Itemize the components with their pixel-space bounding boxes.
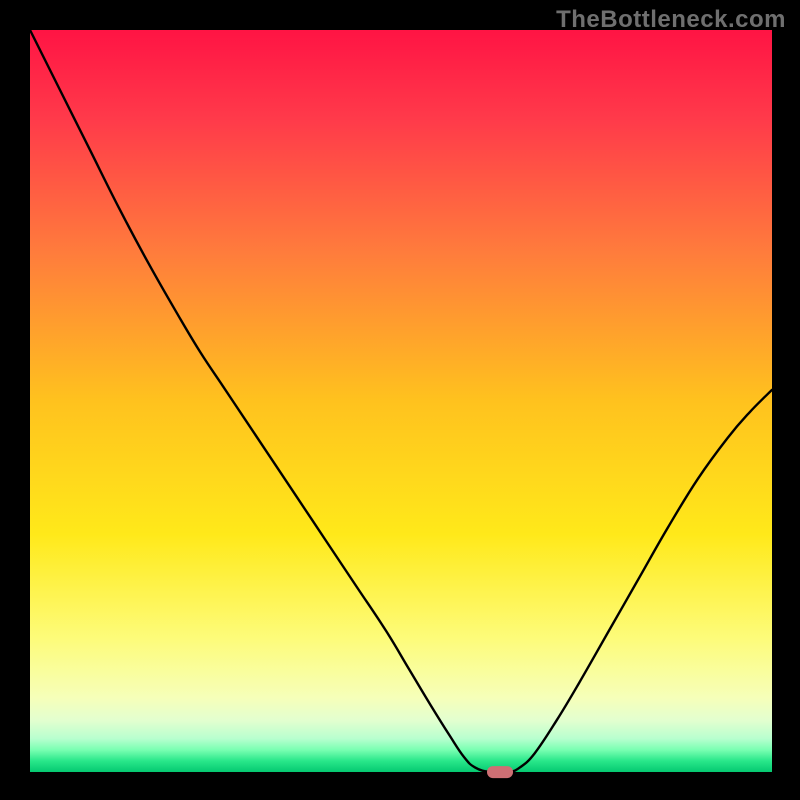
plot-area [30,30,772,772]
minimum-marker [487,766,513,778]
bottleneck-curve [30,30,772,772]
chart-frame: TheBottleneck.com [0,0,800,800]
